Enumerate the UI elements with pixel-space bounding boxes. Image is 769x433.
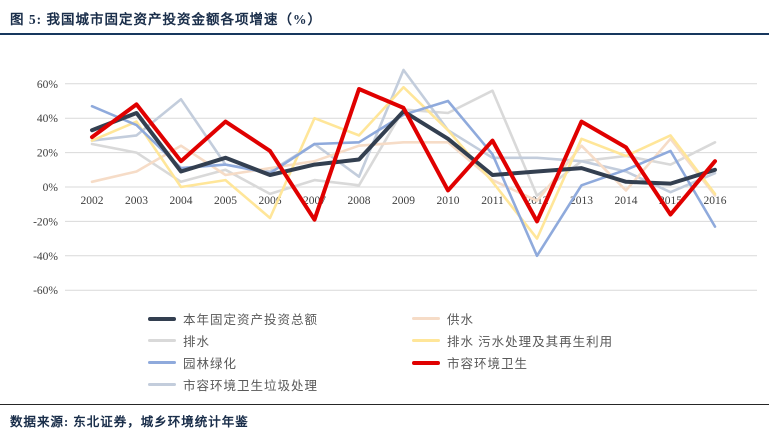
legend-label: 市容环境卫生垃圾处理 (183, 379, 319, 393)
legend-swatch-icon (148, 383, 176, 386)
legend-item-4: 园林绿化 (148, 355, 318, 371)
legend-label: 供水 (447, 313, 475, 327)
legend-swatch-icon (148, 361, 176, 364)
y-axis-tick: 40% (37, 113, 59, 125)
y-axis-tick: 0% (43, 182, 59, 194)
x-axis-tick: 2009 (392, 195, 415, 207)
legend-column-right: 供水排水 污水处理及其再生利用 市容环境卫生 (412, 311, 614, 371)
chart-svg: 60% 40% 20% 0% -20% -40% -60% 2002 2003 2004 2005 2… (33, 68, 757, 297)
figure-header: 图 5: 我国城市固定资产投资金额各项增速（%） (0, 0, 769, 35)
legend-label: 市容环境卫生 (447, 357, 529, 371)
y-axis-tick: -40% (33, 251, 58, 263)
x-axis-tick: 2008 (348, 195, 371, 207)
legend-swatch-icon (412, 339, 440, 342)
legend-swatch-icon (148, 339, 176, 342)
x-axis-tick: 2010 (437, 195, 460, 207)
source-divider: 数据来源: 东北证券，城乡环境统计年鉴 (0, 404, 769, 430)
source-text: 数据来源: 东北证券，城乡环境统计年鉴 (10, 415, 249, 429)
legend-label: 园林绿化 (183, 357, 238, 371)
x-axis-tick: 2005 (214, 195, 237, 207)
legend-label: 排水 污水处理及其再生利用 (447, 335, 614, 349)
legend-swatch-icon (412, 360, 440, 365)
x-axis-tick: 2016 (704, 195, 727, 207)
x-axis-tick: 2011 (481, 195, 504, 207)
x-axis-tick: 2014 (615, 195, 638, 207)
y-axis-tick: 20% (37, 148, 59, 160)
legend-item-0: 本年固定资产投资总额 (148, 311, 319, 327)
page-title: 图 5: 我国城市固定资产投资金额各项增速（%） (10, 12, 322, 27)
legend-column-left: 本年固定资产投资总额 排水园林绿化市容环境卫生垃圾处理 (148, 311, 319, 393)
legend-item-1: 供水 (412, 311, 613, 327)
legend-item-2: 排水 (148, 333, 318, 349)
x-axis-tick: 2002 (81, 195, 104, 207)
legend-label: 本年固定资产投资总额 (183, 313, 319, 327)
legend-item-5: 市容环境卫生 (412, 355, 613, 371)
series-line-5 (90, 87, 717, 224)
y-axis-tick: -60% (33, 285, 58, 297)
legend-item-3: 排水 污水处理及其再生利用 (412, 333, 614, 349)
legend-swatch-icon (412, 317, 440, 320)
chart-area: 60% 40% 20% 0% -20% -40% -60% 2002 2003 2004 2005 2… (0, 42, 769, 304)
series-line-3 (90, 85, 717, 240)
legend-swatch-icon (148, 316, 176, 321)
x-axis-tick: 2004 (170, 195, 193, 207)
x-axis-tick: 2013 (570, 195, 593, 207)
y-axis-tick: -20% (33, 216, 58, 228)
series-line-6 (90, 68, 717, 194)
y-axis-tick: 60% (37, 79, 59, 91)
legend-item-6: 市容环境卫生垃圾处理 (148, 377, 319, 393)
x-axis-tick: 2003 (125, 195, 148, 207)
legend-label: 排水 (183, 335, 211, 349)
